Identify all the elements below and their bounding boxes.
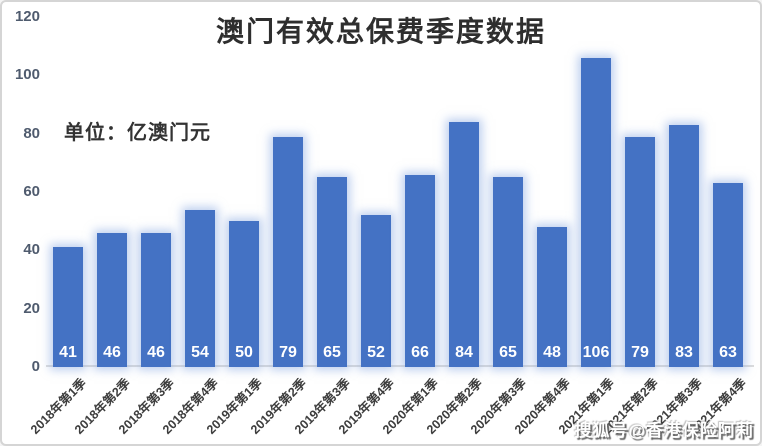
bar-value-label: 84: [455, 344, 473, 361]
bar-value-label: 65: [323, 344, 341, 361]
bar-slot: 48: [530, 17, 574, 367]
bar-value-label: 41: [59, 344, 77, 361]
y-axis: 0 20 40 60 80 100 120: [2, 2, 40, 444]
y-axis-tick-label: 120: [14, 8, 40, 25]
watermark: 搜狐号@香港保险阿莉: [574, 421, 754, 440]
x-axis-tick-label: 2018年第3季: [115, 375, 177, 437]
bar-slot: 46: [134, 17, 178, 367]
bar-slot: 79: [618, 17, 662, 367]
plot-area: 41 46 46 54 50 79 65 52 66 84 65 48 106 79 83 63: [46, 17, 750, 367]
bar-value-label: 46: [103, 344, 121, 361]
x-axis-line: [46, 365, 754, 367]
bar-slot: 63: [706, 17, 750, 367]
y-axis-tick-label: 20: [23, 299, 40, 317]
bar-value-label: 106: [582, 344, 610, 361]
bar: 79: [625, 136, 655, 367]
bar-slot: 50: [222, 17, 266, 367]
bar: 66: [405, 174, 435, 367]
bar-value-label: 65: [499, 344, 517, 361]
x-axis-tick-label: 2018年第2季: [71, 375, 133, 437]
x-axis-tick-label: 2020年第2季: [423, 375, 485, 437]
y-axis-tick-label: 100: [14, 66, 40, 84]
bar: 65: [317, 177, 347, 367]
x-axis-tick-label: 2019年第3季: [291, 375, 353, 437]
bar: 63: [713, 183, 743, 367]
bar-value-label: 52: [367, 344, 385, 361]
bar-slot: 41: [46, 17, 90, 367]
x-axis-tick-label: 2019年第2季: [247, 375, 309, 437]
bar-slot: 65: [310, 17, 354, 367]
bar-slot: 46: [90, 17, 134, 367]
bar: 46: [141, 232, 171, 367]
x-axis-tick-label: 2019年第1季: [203, 375, 265, 437]
bar: 65: [493, 177, 523, 367]
bar-value-label: 83: [675, 344, 693, 361]
y-axis-tick-label: 80: [23, 124, 40, 142]
bar: 48: [537, 227, 567, 367]
y-axis-tick-label: 60: [23, 183, 40, 200]
bar-value-label: 79: [279, 344, 297, 361]
x-axis-tick-label: 2020年第4季: [511, 375, 573, 437]
chart-title: 澳门有效总保费季度数据: [215, 16, 546, 47]
bar-slot: 84: [442, 17, 486, 367]
bar: 79: [273, 136, 303, 367]
bar-value-label: 46: [147, 344, 165, 361]
bar-slot: 83: [662, 17, 706, 367]
x-axis-tick-label: 2018年第4季: [159, 375, 221, 437]
bar-value-label: 48: [543, 344, 561, 361]
bar-slot: 54: [178, 17, 222, 367]
unit-label: 单位：亿澳门元: [64, 122, 211, 144]
bar-slot: 106: [574, 17, 618, 367]
y-axis-tick-label: 0: [31, 358, 40, 375]
bar-slot: 66: [398, 17, 442, 367]
bar-slot: 65: [486, 17, 530, 367]
bar: 46: [97, 232, 127, 367]
bar-value-label: 50: [235, 344, 253, 361]
x-axis-tick-label: 2020年第3季: [467, 375, 529, 437]
y-axis-tick-label: 40: [23, 241, 40, 259]
bar: 54: [185, 209, 215, 367]
x-axis-tick-label: 2020年第1季: [379, 375, 441, 437]
bar: 83: [669, 124, 699, 367]
bar: 41: [53, 247, 83, 367]
bar-value-label: 63: [719, 344, 737, 361]
bar-value-label: 66: [411, 344, 429, 361]
bar-slot: 79: [266, 17, 310, 367]
bar: 106: [581, 57, 611, 367]
bar-value-label: 54: [191, 344, 209, 361]
bar-slot: 52: [354, 17, 398, 367]
bar: 84: [449, 122, 479, 367]
x-axis-tick-label: 2019年第4季: [335, 375, 397, 437]
bar: 52: [361, 215, 391, 367]
bar-value-label: 79: [631, 344, 649, 361]
bar: 50: [229, 221, 259, 367]
